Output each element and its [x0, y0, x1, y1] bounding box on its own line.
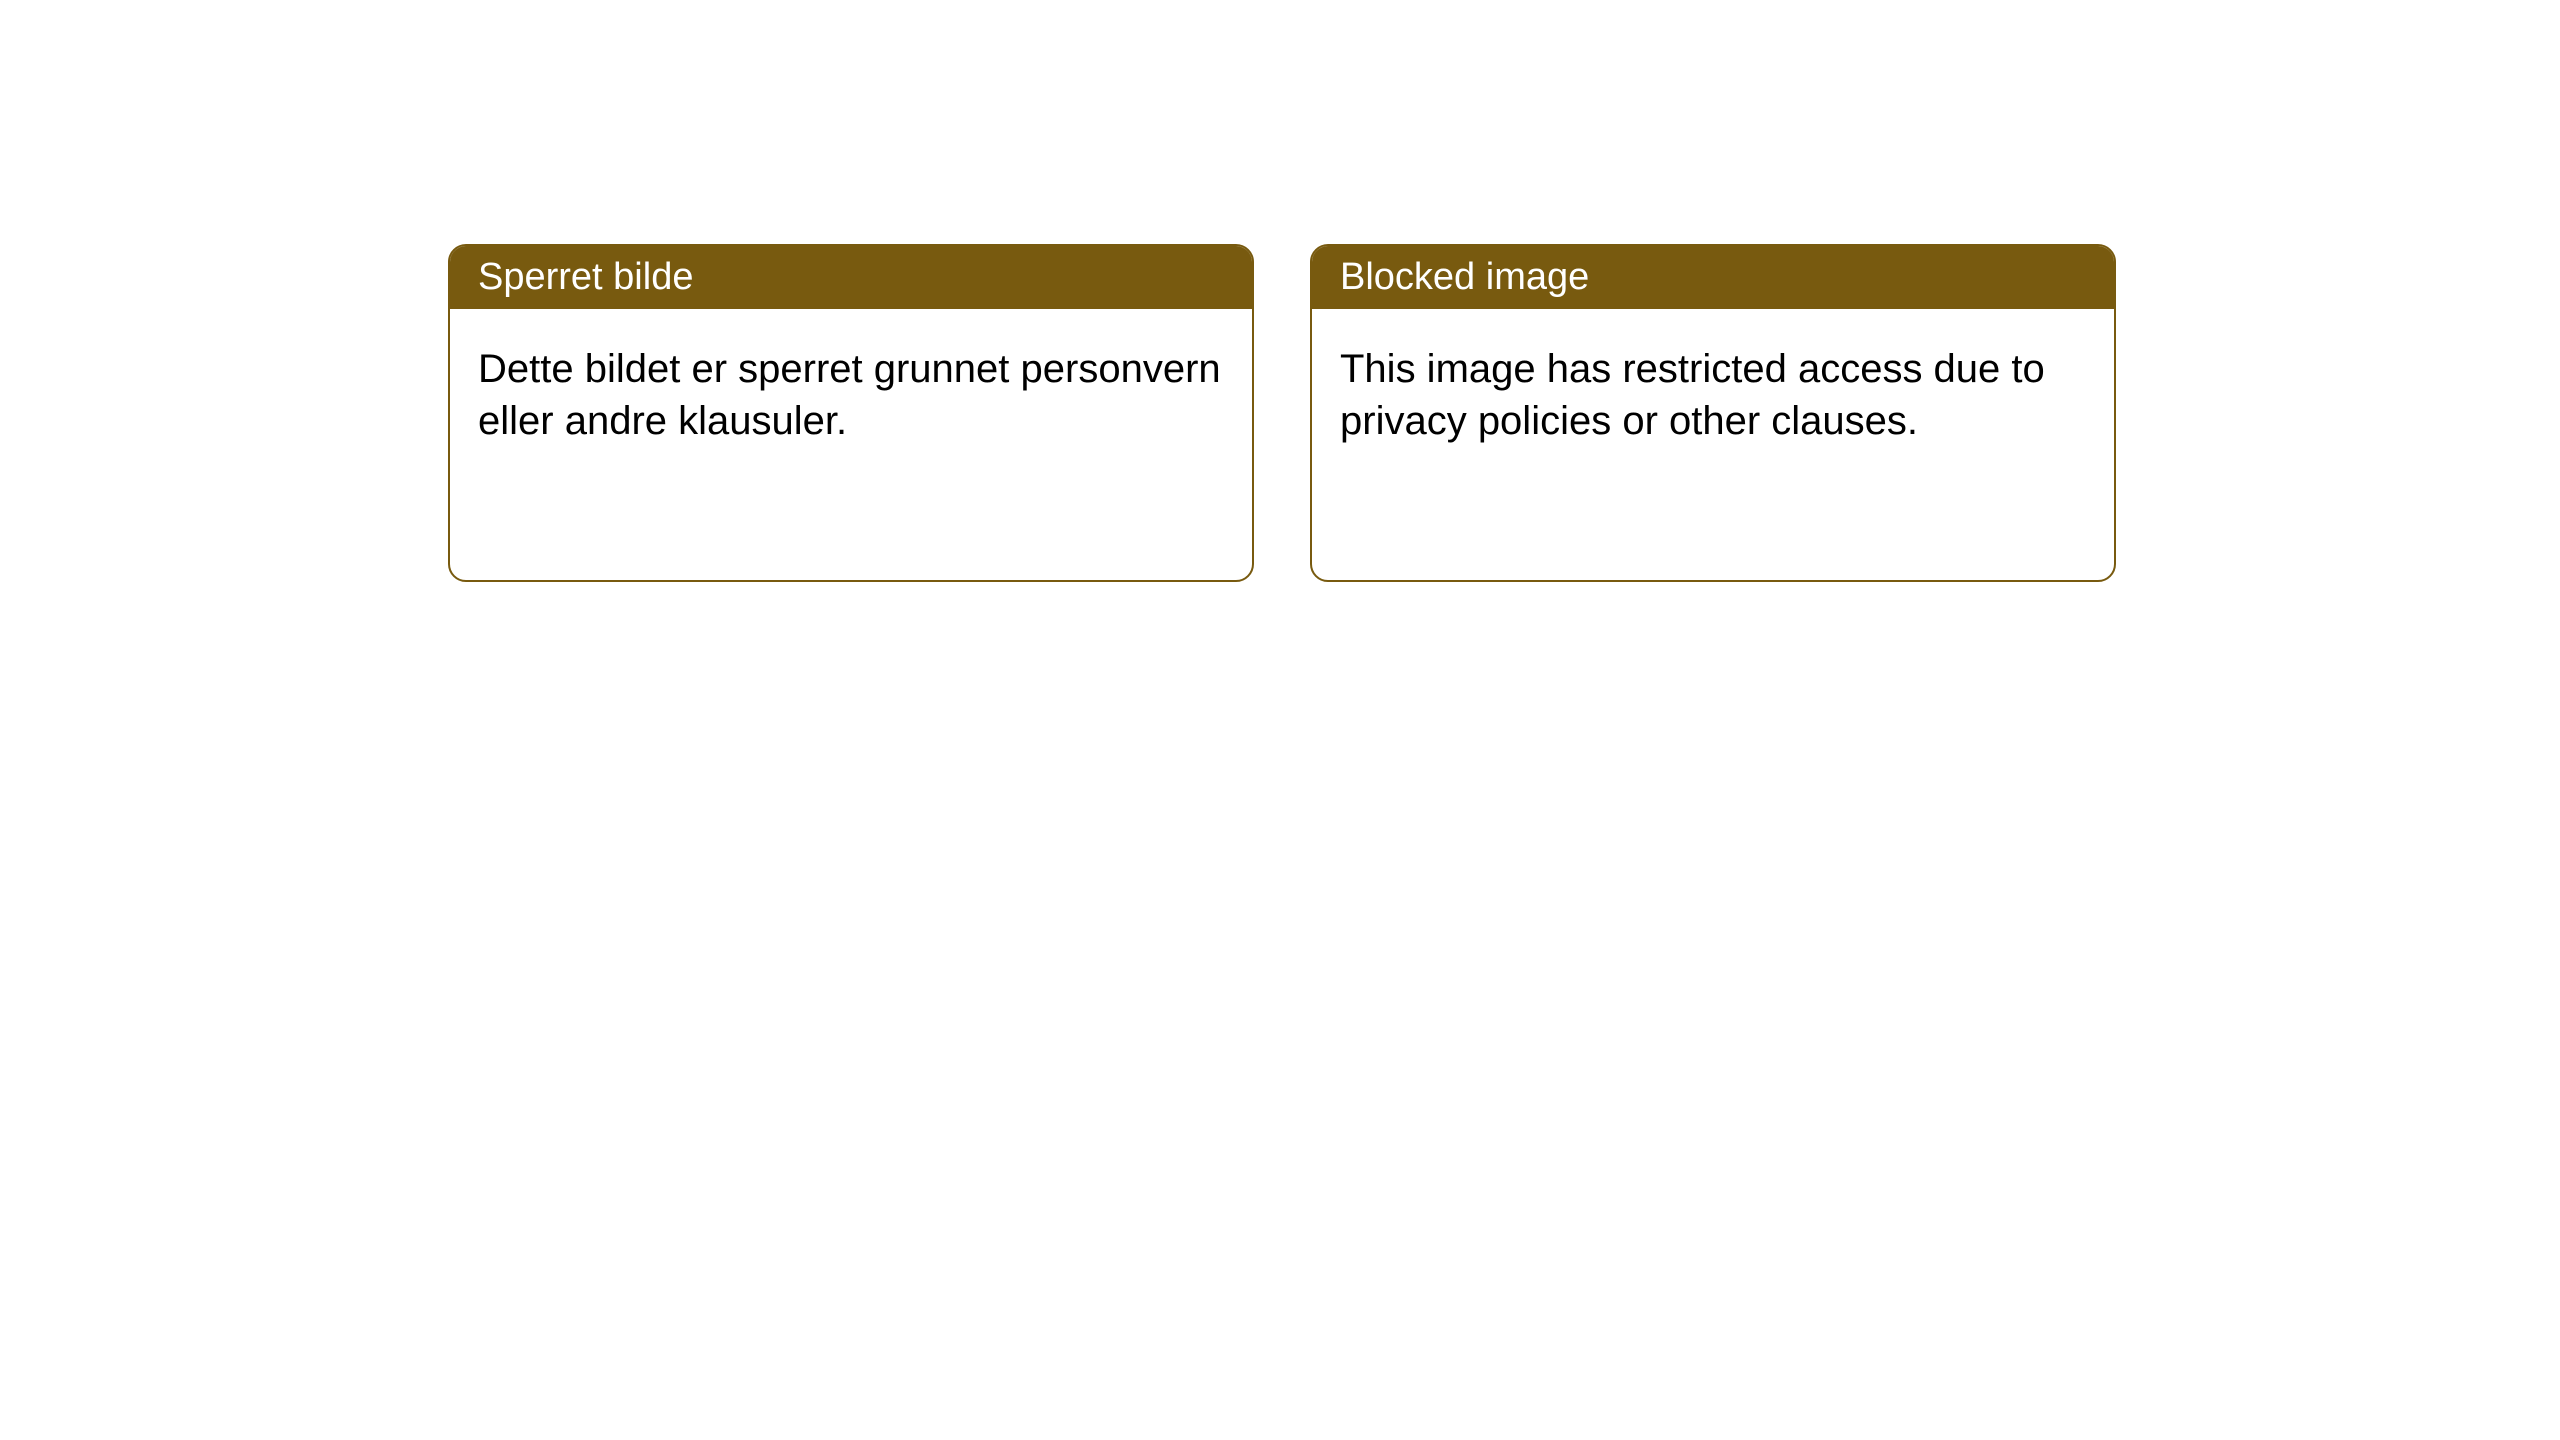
card-message: Dette bildet er sperret grunnet personve…: [478, 347, 1221, 443]
card-title: Sperret bilde: [478, 256, 693, 298]
card-header-norwegian: Sperret bilde: [450, 246, 1252, 309]
card-header-english: Blocked image: [1312, 246, 2114, 309]
card-message: This image has restricted access due to …: [1340, 347, 2045, 443]
notice-card-english: Blocked image This image has restricted …: [1310, 244, 2116, 582]
card-title: Blocked image: [1340, 256, 1589, 298]
card-body-english: This image has restricted access due to …: [1312, 309, 2114, 481]
card-body-norwegian: Dette bildet er sperret grunnet personve…: [450, 309, 1252, 481]
notice-card-norwegian: Sperret bilde Dette bildet er sperret gr…: [448, 244, 1254, 582]
notice-cards-container: Sperret bilde Dette bildet er sperret gr…: [448, 244, 2116, 582]
